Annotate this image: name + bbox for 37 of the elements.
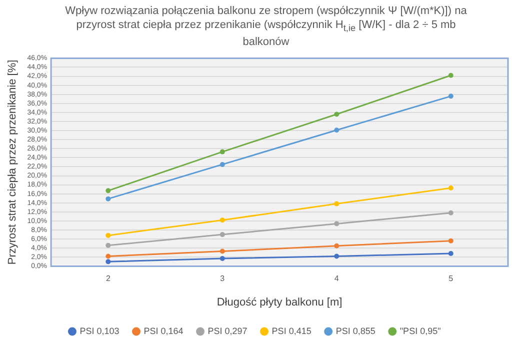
- point: [448, 210, 454, 216]
- point: [106, 259, 111, 264]
- point: [448, 251, 454, 256]
- point: [334, 128, 340, 133]
- point: [106, 232, 111, 238]
- chart-title: Wpływ rozwiązania połączenia balkonu ze stropem (współczynnik Ψ [W/(m*K)]) na przyrost strat ciepła przez przenikanie (współczynnik H$_{t,ie}$ [W/K] - dla 2 ÷ 5 mb balkonów: [65, 5, 467, 48]
- y-axis-title: Przyrost strat ciepła przez przenikanie [%]: [6, 60, 19, 265]
- x-tick-label: 4: [334, 274, 340, 284]
- point: [220, 149, 225, 154]
- point: [106, 196, 111, 202]
- x-tick-label: 5: [448, 274, 454, 284]
- x-tick-label: 3: [220, 274, 226, 284]
- legend-label: PSI 0,164: [144, 326, 184, 336]
- point: [448, 238, 454, 244]
- point: [334, 254, 340, 259]
- point: [106, 188, 111, 194]
- point: [334, 243, 340, 248]
- legend-label: PSI 0,855: [336, 326, 376, 336]
- point: [220, 162, 225, 167]
- point: [334, 112, 340, 117]
- legend-label: "PSI 0,95": [400, 326, 441, 336]
- point: [106, 242, 111, 248]
- legend-label: PSI 0,415: [272, 326, 312, 336]
- point: [334, 221, 340, 226]
- point: [448, 94, 454, 99]
- point: [448, 72, 454, 78]
- legend-label: PSI 0,103: [80, 326, 120, 336]
- point: [220, 218, 225, 223]
- point: [106, 254, 111, 259]
- x-axis-title: Długość płyty balkonu [m]: [216, 296, 342, 308]
- legend-label: PSI 0,297: [208, 326, 248, 336]
- point: [334, 201, 340, 206]
- point: [220, 256, 225, 262]
- point: [448, 185, 454, 190]
- point: [220, 248, 225, 254]
- point: [220, 232, 225, 238]
- x-tick-label: 2: [106, 274, 111, 284]
